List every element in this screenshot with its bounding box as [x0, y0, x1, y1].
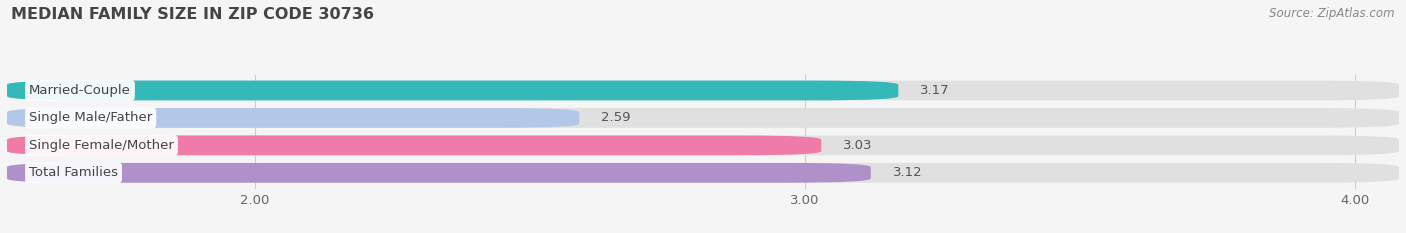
Text: Married-Couple: Married-Couple	[30, 84, 131, 97]
Text: Total Families: Total Families	[30, 166, 118, 179]
FancyBboxPatch shape	[7, 135, 821, 155]
Text: Single Female/Mother: Single Female/Mother	[30, 139, 174, 152]
Text: 3.17: 3.17	[921, 84, 950, 97]
FancyBboxPatch shape	[7, 163, 1399, 183]
FancyBboxPatch shape	[7, 108, 1399, 128]
Text: 3.03: 3.03	[844, 139, 873, 152]
Text: Single Male/Father: Single Male/Father	[30, 111, 152, 124]
FancyBboxPatch shape	[7, 135, 1399, 155]
FancyBboxPatch shape	[7, 163, 870, 183]
FancyBboxPatch shape	[7, 81, 1399, 100]
FancyBboxPatch shape	[7, 108, 579, 128]
Text: MEDIAN FAMILY SIZE IN ZIP CODE 30736: MEDIAN FAMILY SIZE IN ZIP CODE 30736	[11, 7, 374, 22]
FancyBboxPatch shape	[7, 81, 898, 100]
Text: Source: ZipAtlas.com: Source: ZipAtlas.com	[1270, 7, 1395, 20]
Text: 2.59: 2.59	[602, 111, 631, 124]
Text: 3.12: 3.12	[893, 166, 922, 179]
